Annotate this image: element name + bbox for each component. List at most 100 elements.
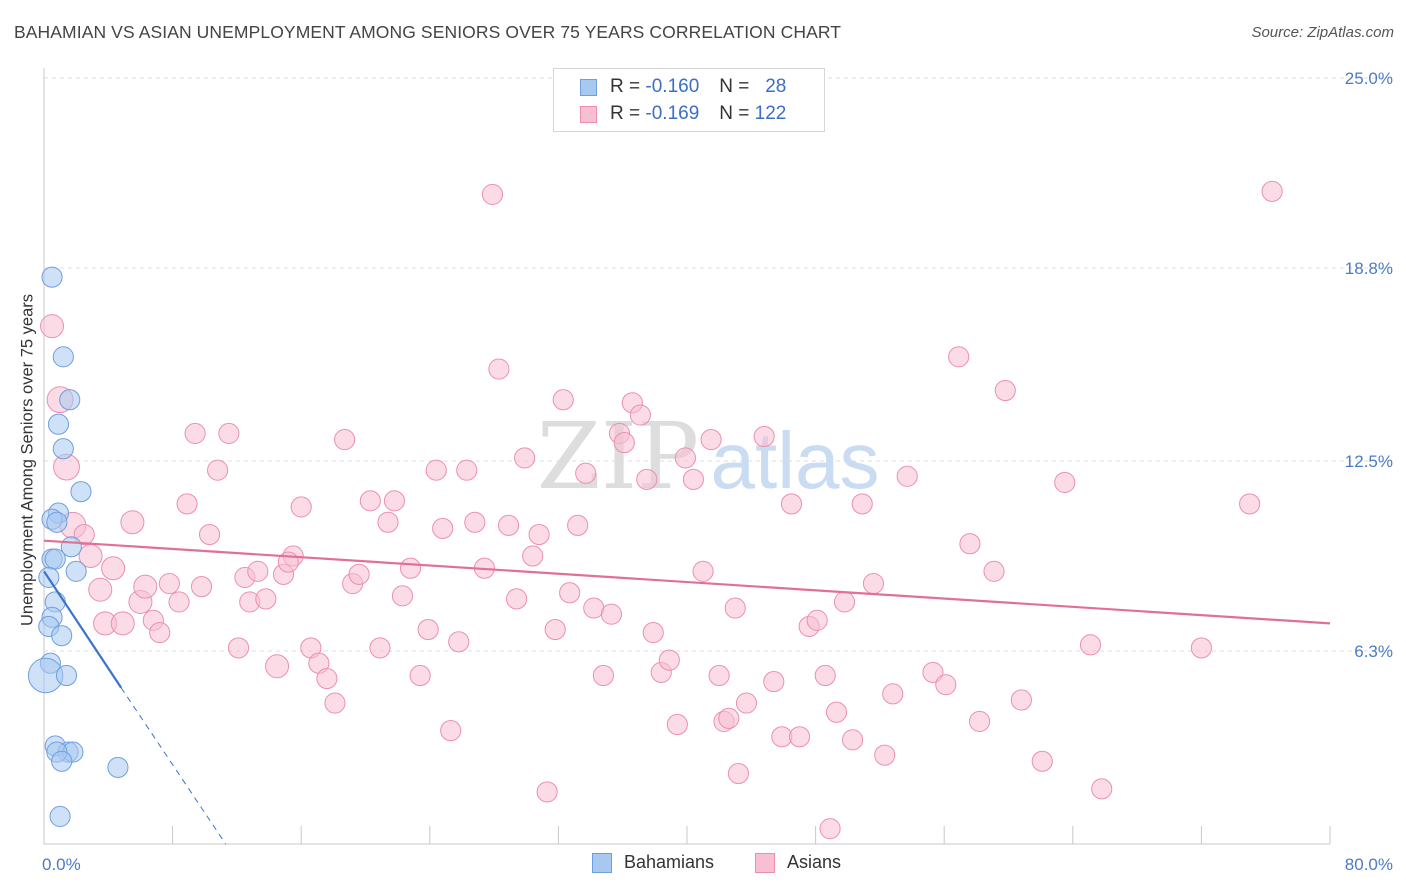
data-point-asians [700, 428, 722, 451]
y-tick-label: 12.5% [1345, 452, 1393, 471]
data-point-asians [1239, 493, 1261, 515]
data-point-asians [1054, 471, 1076, 494]
stats-legend: R = -0.160 N = 28 R = -0.169 N = 122 [553, 68, 825, 132]
data-point-asians [190, 576, 213, 598]
data-point-asians [825, 701, 848, 723]
data-point-asians [842, 729, 864, 751]
data-point-asians [763, 671, 785, 693]
y-tick-label: 18.8% [1345, 259, 1393, 278]
data-point-asians [481, 183, 504, 206]
data-point-asians [1190, 637, 1212, 659]
gridlines [44, 77, 1393, 652]
legend-row-asians: R = -0.169 N = 122 [580, 102, 786, 126]
data-point-asians [708, 664, 730, 687]
data-point-asians [1079, 634, 1102, 656]
data-point-asians [814, 664, 836, 687]
data-point-asians [497, 514, 520, 536]
trend-line-bahamians-extension [120, 687, 227, 845]
data-point-asians [658, 649, 680, 671]
data-point-asians [1010, 689, 1032, 711]
data-point-asians [567, 514, 589, 536]
legend-r-value: -0.169 [645, 103, 700, 124]
data-point-asians [514, 447, 536, 469]
data-point-asians [592, 664, 614, 687]
data-point-asians [207, 459, 229, 481]
data-point-asians [290, 496, 312, 518]
data-point-asians [994, 379, 1016, 402]
data-point-asians [488, 358, 510, 380]
data-point-asians [377, 511, 399, 533]
data-point-asians [383, 490, 406, 512]
data-point-bahamians [49, 805, 71, 827]
data-point-asians [674, 447, 696, 469]
data-point-asians [600, 603, 623, 625]
data-point-asians [753, 425, 775, 448]
data-point-asians [199, 523, 221, 546]
data-point-asians [583, 597, 605, 619]
series-label-asians: Asians [787, 852, 842, 872]
data-point-asians [448, 631, 470, 653]
data-point-bahamians [46, 511, 68, 533]
series-legend-bahamians: Bahamians [592, 852, 714, 873]
data-point-asians [324, 692, 346, 714]
chart-title: BAHAMIAN VS ASIAN UNEMPLOYMENT AMONG SEN… [14, 22, 842, 42]
data-point-bahamians [55, 664, 78, 687]
legend-r-label: R = [610, 103, 641, 124]
trend-line-asians [43, 539, 1331, 625]
data-point-asians [724, 597, 746, 619]
watermark-zip: ZIP [537, 403, 699, 510]
data-point-asians [464, 511, 486, 533]
legend-n-label: N = [719, 103, 750, 124]
data-point-asians [788, 726, 811, 748]
data-point-asians [575, 462, 597, 484]
watermark-atlas: atlas [711, 416, 880, 505]
data-point-asians [348, 563, 370, 585]
data-point-asians [40, 314, 65, 339]
data-point-asians [682, 468, 705, 490]
data-point-asians [806, 609, 828, 631]
legend-swatch-bahamians [580, 78, 597, 96]
data-point-asians [522, 545, 544, 567]
data-point-asians [247, 560, 269, 582]
legend-n-value: 28 [765, 76, 787, 97]
data-point-asians [552, 389, 574, 411]
data-point-asians [851, 493, 873, 515]
data-point-asians [544, 618, 566, 641]
data-point-bahamians [59, 389, 81, 411]
data-point-asians [168, 591, 190, 613]
data-point-asians [882, 683, 904, 705]
trend-line-bahamians [43, 570, 123, 689]
data-point-asians [409, 664, 431, 687]
data-point-asians [316, 667, 338, 690]
data-point-asians [948, 346, 970, 368]
data-point-asians [819, 818, 841, 840]
data-point-asians [133, 574, 158, 599]
data-point-bahamians [65, 560, 87, 582]
data-point-bahamians [52, 346, 74, 368]
data-point-bahamians [41, 266, 63, 288]
scatter-points [27, 180, 1283, 840]
data-point-asians [862, 572, 885, 595]
data-point-bahamians [44, 548, 66, 570]
data-point-asians [149, 622, 171, 644]
data-point-asians [334, 428, 356, 451]
legend-r-label: R = [610, 76, 641, 97]
data-point-bahamians [52, 438, 74, 460]
data-point-asians [718, 707, 740, 729]
series-label-bahamians: Bahamians [624, 852, 715, 872]
y-tick-label: 25.0% [1345, 69, 1393, 88]
data-point-asians [101, 556, 126, 581]
data-point-asians [833, 591, 856, 613]
data-point-asians [184, 422, 206, 444]
legend-n-value: 122 [754, 103, 787, 124]
data-point-asians [88, 577, 113, 602]
data-point-asians [666, 713, 688, 736]
watermark: ZIP atlas [537, 403, 880, 510]
legend-r-value: -0.160 [645, 76, 700, 97]
data-point-bahamians [51, 625, 73, 647]
data-point-asians [559, 582, 581, 604]
data-point-asians [158, 572, 180, 595]
data-point-asians [1091, 778, 1113, 800]
data-point-asians [983, 560, 1005, 582]
